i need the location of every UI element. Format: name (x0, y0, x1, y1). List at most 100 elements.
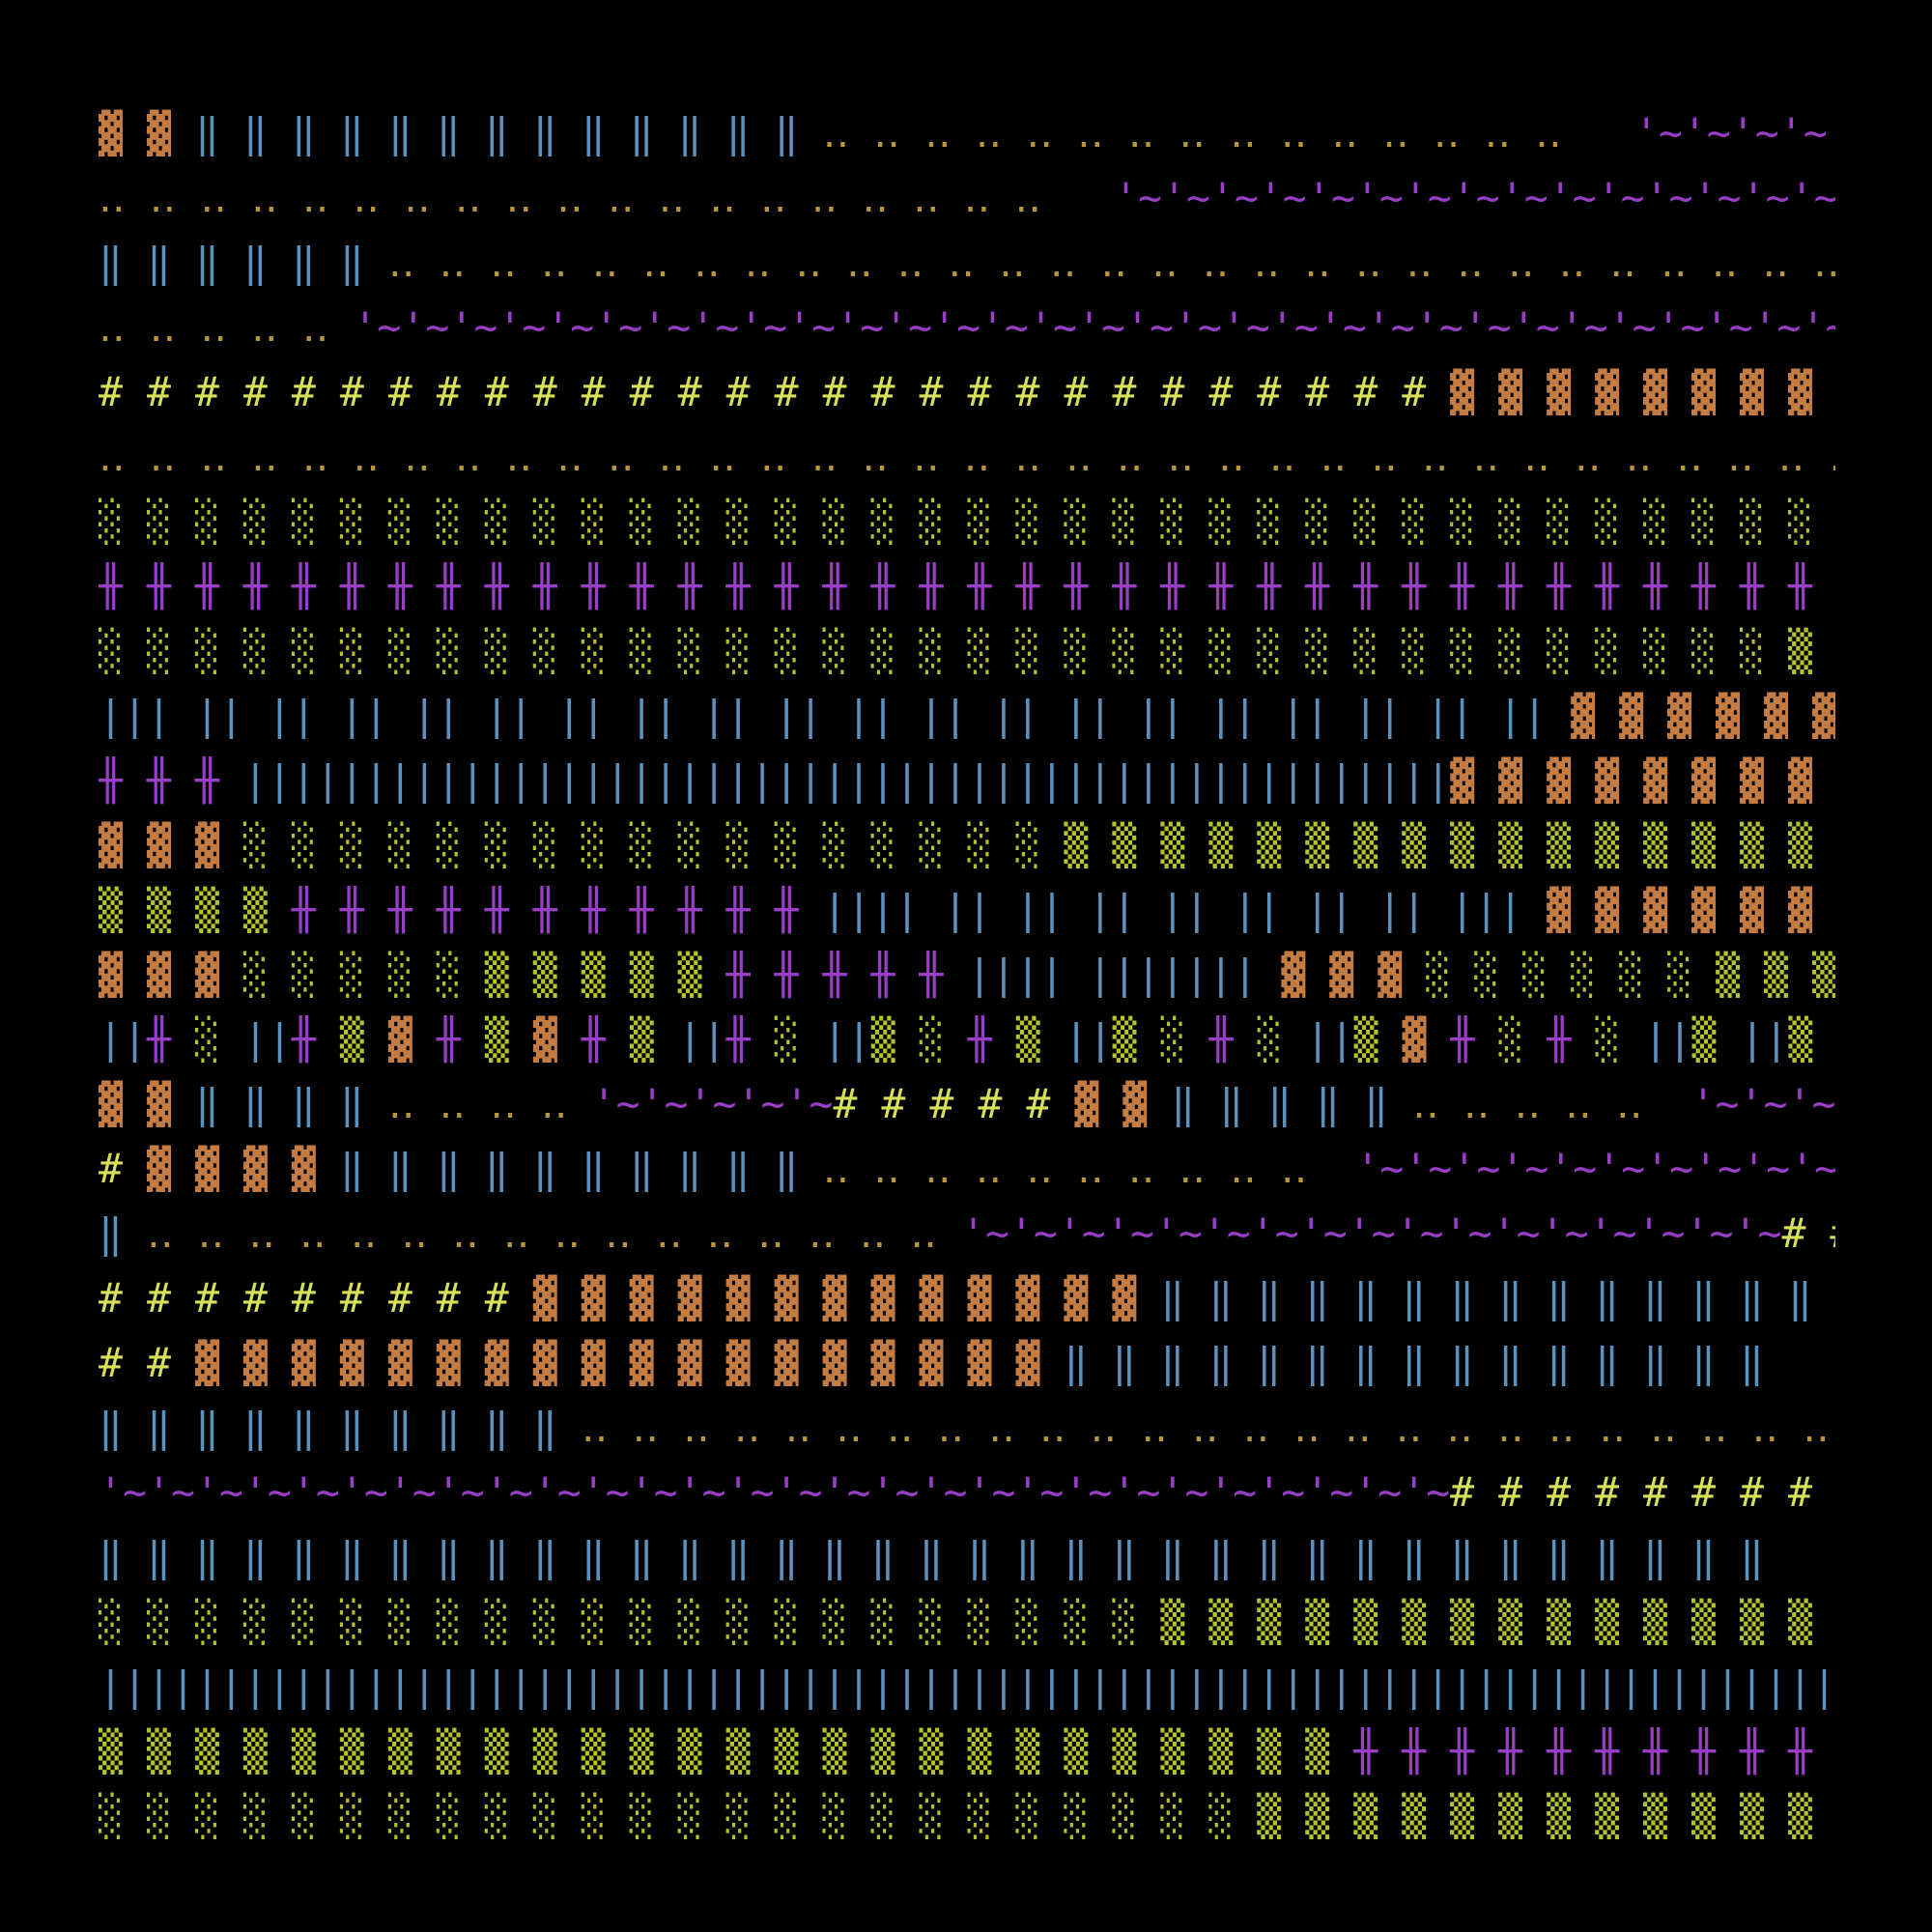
glyph-row: ░ ░ ░ ░ ░ ░ ░ ░ ░ ░ ░ ░ ░ ░ ░ ░ ░ ░ ░ ░ … (99, 489, 1835, 554)
glyph-run: || (1064, 1015, 1113, 1063)
glyph-run: ▓ ▓ ▓ (99, 951, 243, 998)
glyph-run: ░ (1498, 1015, 1548, 1063)
glyph-run: ╫ (581, 1015, 630, 1063)
glyph-run: |||| || || || || || || || ||| (822, 886, 1548, 933)
glyph-run: '~'~'~'~'~'~'~'~'~'~'~'~'~'~'~'~'~'~ (1114, 174, 1835, 221)
glyph-run: ╫ (1208, 1015, 1258, 1063)
glyph-run: ▒ (1691, 1015, 1741, 1063)
glyph-row: # # # # # # # # # ▓ ▓ ▓ ▓ ▓ ▓ ▓ ▓ ▓ ▓ ▓ … (99, 1265, 1835, 1330)
glyph-run: ▓ ▓ ▓ (99, 821, 243, 868)
glyph-row: ▒ ▒ ▒ ▒ ▒ ▒ ▒ ▒ ▒ ▒ ▒ ▒ ▒ ▒ ▒ ▒ ▒ ▒ ▒ ▒ … (99, 1719, 1835, 1783)
glyph-run: ╫ ╫ ╫ ╫ ╫ ╫ ╫ ╫ ╫ ╫ (1353, 1727, 1835, 1775)
glyph-row: # ▓ ▓ ▓ ▓ ‖ ‖ ‖ ‖ ‖ ‖ ‖ ‖ ‖ ‖ ‥ ‥ ‥ ‥ ‥ … (99, 1136, 1835, 1201)
glyph-run: ╫ (1450, 1015, 1499, 1063)
glyph-run: ▒ ▒ ▒ ▒ ▒ ▒ ▒ ▒ ▒ ▒ ▒ ▒ ▒ ▒ ▒ ▒ ▒ ▒ ▒ ▒ … (99, 1727, 1354, 1775)
glyph-run: ‥ ‥ ‥ ‥ ‥ ‥ ‥ ‥ ‥ ‥ ‥ ‥ ‥ ‥ ‥ (822, 109, 1634, 156)
glyph-run: ▒ (629, 1015, 678, 1063)
glyph-run: ||||||||||||||||||||||||||||||||||||||||… (242, 756, 1451, 804)
glyph-row: ‖ ‖ ‖ ‖ ‖ ‖ ‖ ‖ ‖ ‖ ‥ ‥ ‥ ‥ ‥ ‥ ‥ ‥ ‥ ‥ … (99, 1395, 1835, 1460)
glyph-row: ░ ░ ░ ░ ░ ░ ░ ░ ░ ░ ░ ░ ░ ░ ░ ░ ░ ░ ░ ░ … (99, 1783, 1835, 1848)
glyph-run: ╫ (146, 1015, 195, 1063)
glyph-run: ▓ (387, 1015, 437, 1063)
glyph-run: ▒ ▒ ▒ ▒ ▒ ▒ ▒ ▒ ▒ ▒ ▒ ▒ ▒ ▒ ▒ ▒ (1064, 821, 1835, 868)
glyph-run: '~'~'~'~'~'~'~'~'~'~'~ (1355, 1145, 1835, 1192)
glyph-run: ‖ (99, 1209, 147, 1257)
glyph-run: ▒ (1788, 1015, 1835, 1063)
glyph-run: ‖ ‖ ‖ ‖ ‖ ‖ ‖ ‖ ‖ ‖ ‖ ‖ ‖ ‖ ‖ (1064, 1339, 1788, 1386)
glyph-run: # # # # # # # # # (99, 1274, 533, 1321)
glyph-run: ╫ ╫ ╫ ╫ ╫ (725, 951, 968, 998)
glyph-run: ▒ (1353, 1015, 1403, 1063)
glyph-run: ▒ ░ (1112, 1015, 1209, 1063)
glyph-run: ▒ (1787, 627, 1835, 674)
glyph-run: || (1740, 1015, 1789, 1063)
glyph-run: ‖ ‖ ‖ ‖ ‖ ‖ ‖ ‖ ‖ ‖ ‖ ‖ ‖ ‖ (1160, 1274, 1835, 1321)
glyph-run: ‥ ‥ ‥ ‥ (387, 1080, 592, 1127)
glyph-run: # (99, 1145, 147, 1192)
glyph-row: ▓ ▓ ‖ ‖ ‖ ‖ ‖ ‖ ‖ ‖ ‖ ‖ ‖ ‖ ‖ ‥ ‥ ‥ ‥ ‥ … (99, 100, 1835, 165)
glyph-run: || (822, 1015, 871, 1063)
glyph-run: ‖ ‖ ‖ ‖ ‖ ‖ (99, 239, 388, 286)
glyph-run: ╫ (967, 1015, 1016, 1063)
glyph-row: ░ ░ ░ ░ ░ ░ ░ ░ ░ ░ ░ ░ ░ ░ ░ ░ ░ ░ ░ ░ … (99, 618, 1835, 683)
glyph-row: ‥ ‥ ‥ ‥ ‥ '~'~'~'~'~'~'~'~'~'~'~'~'~'~'~… (99, 295, 1835, 359)
glyph-run: ‖ ‖ ‖ ‖ ‖ ‖ ‖ ‖ ‖ ‖ (339, 1145, 823, 1192)
glyph-run: ▓ ▓ ▓ ▓ (146, 1145, 340, 1192)
glyph-run: ░ ░ ░ ░ ░ ░ ░ ░ ░ ░ ░ ░ ░ ░ ░ ░ ░ ░ ░ ░ … (99, 1598, 1161, 1645)
glyph-run: ▓ ▓ (1074, 1080, 1172, 1127)
glyph-row: ||||||||||||||||||||||||||||||||||||||||… (99, 1654, 1835, 1719)
glyph-row: ░ ░ ░ ░ ░ ░ ░ ░ ░ ░ ░ ░ ░ ░ ░ ░ ░ ░ ░ ░ … (99, 1589, 1835, 1654)
glyph-run: ╫ (436, 1015, 485, 1063)
glyph-run: ||| || || || || || || || || || || || || … (99, 692, 1572, 739)
glyph-run: '~'~'~'~'~ (591, 1080, 834, 1127)
glyph-row: ▒ ▒ ▒ ▒ ╫ ╫ ╫ ╫ ╫ ╫ ╫ ╫ ╫ ╫ ╫ |||| || ||… (99, 877, 1835, 942)
glyph-run: '~'~'~'~'~'~'~'~'~'~'~'~'~'~'~'~'~'~'~'~… (99, 1468, 1451, 1516)
glyph-run: ╫ (725, 1015, 775, 1063)
glyph-row: ╫ ╫ ╫ ╫ ╫ ╫ ╫ ╫ ╫ ╫ ╫ ╫ ╫ ╫ ╫ ╫ ╫ ╫ ╫ ╫ … (99, 554, 1835, 618)
glyph-run: # # # # # (833, 1080, 1075, 1127)
glyph-run: ▒ ░ (870, 1015, 968, 1063)
glyph-run: ▓ ▓ ▓ ▓ ▓ ▓ ▓ ▓ ▓ ▓ ▓ ▓ ▓ (532, 1274, 1161, 1321)
glyph-run: ▓ ▓ ▓ ▓ ▓ ▓ ▓ ▓ ▓ (1450, 368, 1812, 415)
glyph-run: ░ (1595, 1015, 1644, 1063)
glyph-run: || (1643, 1015, 1692, 1063)
terminal-screen: ▓ ▓ ‖ ‖ ‖ ‖ ‖ ‖ ‖ ‖ ‖ ‖ ‖ ‖ ‖ ‥ ‥ ‥ ‥ ‥ … (99, 100, 1835, 1859)
glyph-run: # # (99, 1339, 195, 1386)
glyph-run: ▓ ▓ ▓ ▓ ▓ ▓ (1547, 886, 1835, 933)
glyph-run: ░ (194, 1015, 243, 1063)
glyph-run: ░ (1257, 1015, 1306, 1063)
glyph-run: # # # (1781, 1209, 1835, 1257)
glyph-run: '~'~'~'~'~'~'~'~'~'~'~'~'~'~'~'~'~'~'~'~… (353, 303, 1835, 351)
glyph-row: '~'~'~'~'~'~'~'~'~'~'~'~'~'~'~'~'~'~'~'~… (99, 1460, 1835, 1524)
glyph-run: ▓ ▓ ▓ (1281, 951, 1427, 998)
glyph-row: ▓ ▓ ▓ ░ ░ ░ ░ ░ ░ ░ ░ ░ ░ ░ ░ ░ ░ ░ ░ ░ … (99, 812, 1835, 877)
glyph-row: ╫ ╫ ╫ ||||||||||||||||||||||||||||||||||… (99, 748, 1835, 812)
glyph-run: ╫ ╫ ╫ ╫ ╫ ╫ ╫ ╫ ╫ ╫ ╫ ╫ ╫ ╫ ╫ ╫ ╫ ╫ ╫ ╫ … (99, 562, 1835, 610)
glyph-run: '~'~'~'~'~'~'~'~'~'~'~'~'~'~'~'~'~ (960, 1209, 1782, 1257)
glyph-run: '~'~'~'~'~'~'~'~ (1634, 109, 1835, 156)
glyph-row: ‖ ‖ ‖ ‖ ‖ ‖ ‖ ‖ ‖ ‖ ‖ ‖ ‖ ‖ ‖ ‖ ‖ ‖ ‖ ‖ … (99, 1524, 1835, 1589)
glyph-row: ‥ ‥ ‥ ‥ ‥ ‥ ‥ ‥ ‥ ‥ ‥ ‥ ‥ ‥ ‥ ‥ ‥ ‥ ‥ ‥ … (99, 424, 1835, 489)
glyph-run: '~'~'~'~'~ (1690, 1080, 1835, 1127)
glyph-run: ‥ ‥ ‥ ‥ ‥ ‥ ‥ ‥ ‥ ‥ ‥ ‥ ‥ ‥ ‥ ‥ ‥ ‥ ‥ ‥ … (387, 239, 1835, 286)
glyph-run: ▓ ▓ ▓ ▓ ▓ ▓ ▓ ▓ (1450, 756, 1835, 804)
glyph-run: ╫ ╫ ╫ ╫ ╫ ╫ ╫ ╫ ╫ ╫ ╫ (291, 886, 823, 933)
glyph-run: ▓ (1402, 1015, 1451, 1063)
glyph-run: ░ ░ ░ ░ ░ ░ ░ ░ ░ ░ ░ ░ ░ ░ ░ ░ ░ ░ ░ ░ … (99, 627, 1788, 674)
glyph-run: || (1305, 1015, 1354, 1063)
glyph-run: ╫ (1547, 1015, 1596, 1063)
glyph-run: || (677, 1015, 726, 1063)
glyph-run: ░ (774, 1015, 823, 1063)
glyph-row: ||╫ ░ ||╫ ▒ ▓ ╫ ▒ ▓ ╫ ▒ ||╫ ░ ||▒ ░ ╫ ▒ … (99, 1007, 1835, 1071)
glyph-run: ▒ (1015, 1015, 1065, 1063)
glyph-row: # # # # # # # # # # # # # # # # # # # # … (99, 359, 1835, 424)
glyph-row: ‖ ‥ ‥ ‥ ‥ ‥ ‥ ‥ ‥ ‥ ‥ ‥ ‥ ‥ ‥ ‥ ‥ '~'~'~… (99, 1201, 1835, 1265)
glyph-row: ▓ ▓ ▓ ░ ░ ░ ░ ░ ▒ ▒ ▒ ▒ ▒ ╫ ╫ ╫ ╫ ╫ ||||… (99, 942, 1835, 1007)
glyph-run: ╫ ╫ ╫ (99, 756, 243, 804)
glyph-run: ▒ ▒ ▒ (1716, 951, 1835, 998)
glyph-row: ‥ ‥ ‥ ‥ ‥ ‥ ‥ ‥ ‥ ‥ ‥ ‥ ‥ ‥ ‥ ‥ ‥ ‥ ‥ '~… (99, 165, 1835, 230)
glyph-run: ▒ (484, 1015, 533, 1063)
glyph-run: || (99, 1015, 147, 1063)
glyph-run: ▒ (339, 1015, 388, 1063)
